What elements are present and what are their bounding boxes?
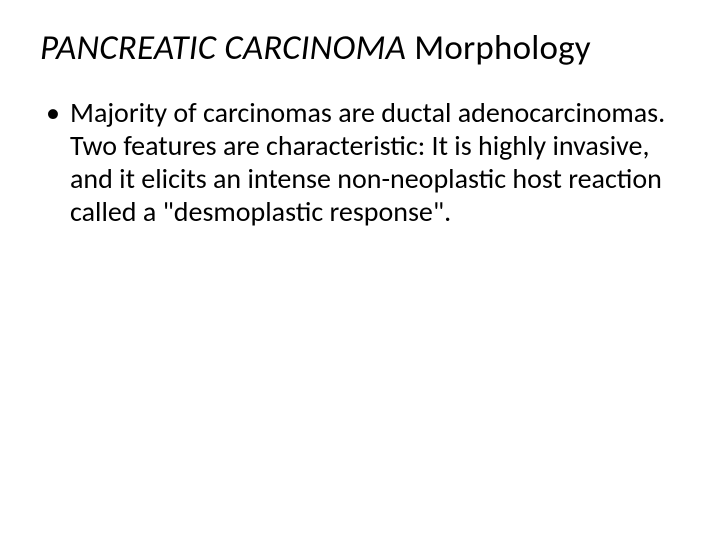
slide-title: PANCREATIC CARCINOMA Morphology — [40, 28, 680, 68]
slide-title-italic: PANCREATIC CARCINOMA — [40, 27, 406, 69]
slide: PANCREATIC CARCINOMA Morphology Majority… — [0, 0, 720, 540]
bullet-item: Majority of carcinomas are ductal adenoc… — [40, 96, 680, 228]
slide-body: Majority of carcinomas are ductal adenoc… — [40, 96, 680, 228]
slide-title-rest: Morphology — [406, 27, 591, 69]
